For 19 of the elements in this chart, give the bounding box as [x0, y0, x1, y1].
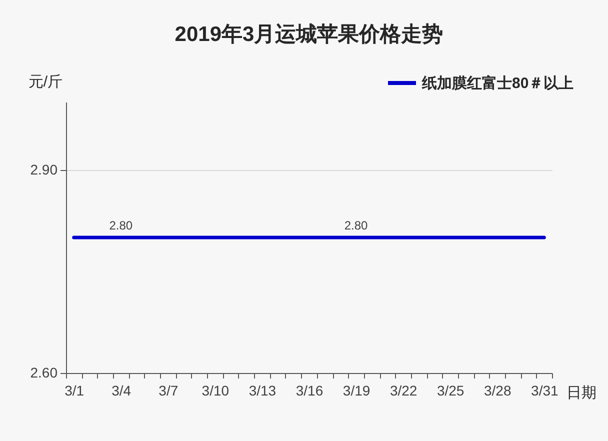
x-tick-label: 3/16	[296, 382, 324, 398]
x-tick-label: 3/28	[484, 382, 512, 398]
x-tick-label: 3/10	[202, 382, 230, 398]
x-axis-title: 日期	[566, 384, 596, 402]
x-tick-label: 3/13	[248, 382, 276, 398]
y-axis-title: 元/斤	[28, 74, 63, 90]
data-label: 2.80	[344, 218, 368, 232]
x-tick-label: 3/25	[436, 382, 464, 398]
x-tick-label: 3/19	[342, 382, 370, 398]
data-label: 2.80	[109, 218, 133, 232]
y-tick-label: 2.60	[30, 364, 58, 380]
legend-label: 纸加膜红富士80＃以上	[421, 74, 574, 92]
x-tick-label: 3/7	[158, 382, 178, 398]
x-tick-label: 3/22	[390, 382, 418, 398]
chart-title: 2019年3月运城苹果价格走势	[174, 23, 444, 46]
y-tick-label: 2.90	[30, 161, 58, 178]
x-tick-label: 3/1	[64, 382, 84, 398]
x-tick-label: 3/31	[531, 382, 558, 398]
x-tick-label: 3/4	[112, 382, 132, 398]
